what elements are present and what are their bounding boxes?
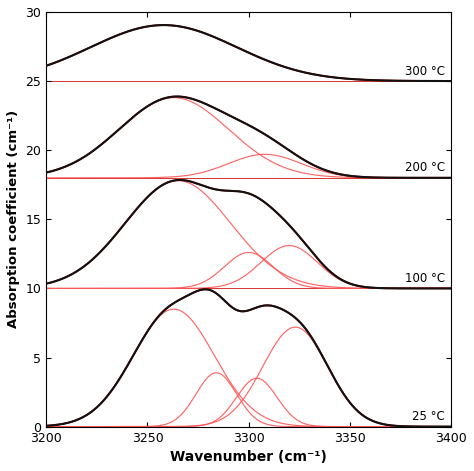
Text: 100 °C: 100 °C: [405, 272, 445, 285]
Text: 300 °C: 300 °C: [405, 65, 445, 78]
Y-axis label: Absorption coefficient (cm⁻¹): Absorption coefficient (cm⁻¹): [7, 110, 20, 328]
Text: 25 °C: 25 °C: [412, 410, 445, 423]
X-axis label: Wavenumber (cm⁻¹): Wavenumber (cm⁻¹): [170, 450, 327, 464]
Text: 200 °C: 200 °C: [405, 162, 445, 174]
